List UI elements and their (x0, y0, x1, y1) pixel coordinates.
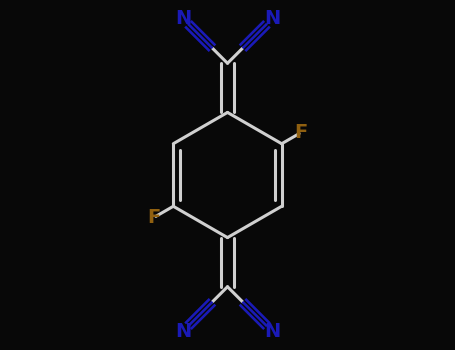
Text: F: F (147, 208, 161, 227)
Text: N: N (264, 322, 280, 341)
Text: N: N (175, 322, 191, 341)
Text: F: F (294, 123, 308, 142)
Text: N: N (175, 9, 191, 28)
Text: N: N (264, 9, 280, 28)
